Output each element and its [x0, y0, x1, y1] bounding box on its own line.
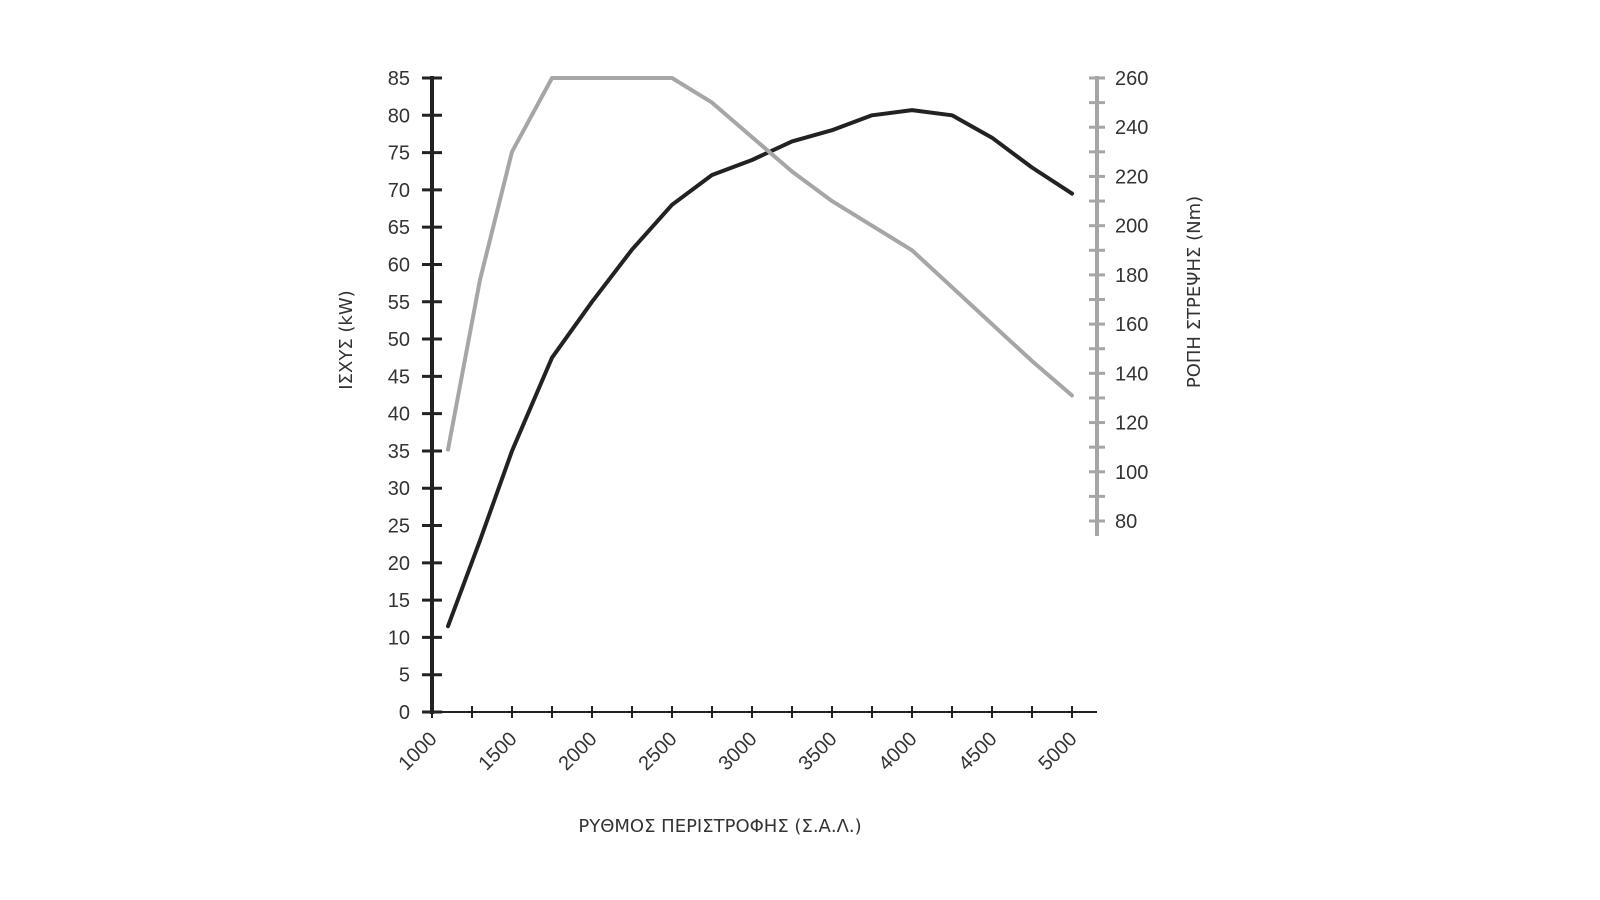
x-tick-label: 3000 [715, 728, 762, 775]
y-left-tick-label: 15 [388, 590, 410, 612]
y-right-tick-label: 240 [1115, 117, 1148, 139]
y-left-tick-label: 0 [399, 702, 410, 724]
y-left-tick-label: 80 [388, 105, 410, 127]
x-tick-label: 2500 [635, 728, 682, 775]
x-tick-label: 1500 [475, 728, 522, 775]
y-axis-right: 80 100 120 140 160 180 200 220 240 260 [1089, 68, 1148, 536]
torque-series-line [446, 76, 1074, 452]
x-axis-title: ΡΥΘΜΟΣ ΠΕΡΙΣΤΡΟΦΗΣ (Σ.Α.Λ.) [578, 816, 861, 837]
y-right-tick-label: 180 [1115, 265, 1148, 287]
y-left-tick-label: 10 [388, 627, 410, 649]
power-series-line [446, 108, 1074, 629]
y-left-tick-label: 35 [388, 441, 410, 463]
y-right-tick-label: 200 [1115, 216, 1148, 238]
x-tick-label: 4000 [875, 728, 922, 775]
x-tick-label: 3500 [795, 728, 842, 775]
y-left-tick-label: 55 [388, 292, 410, 314]
y-right-tick-label: 80 [1115, 511, 1137, 533]
y-left-tick-label: 65 [388, 217, 410, 239]
y-axis-left: 0 5 10 15 20 25 30 35 40 45 50 55 60 65 70 75 80 85 [388, 68, 442, 724]
y-right-tick-label: 120 [1115, 413, 1148, 435]
y-axis-right-title: ΡΟΠΗ ΣΤΡΕΨΗΣ (Nm) [1184, 196, 1205, 388]
y-right-tick-label: 100 [1115, 462, 1148, 484]
y-left-tick-label: 40 [388, 404, 410, 426]
x-tick-label: 4500 [955, 728, 1002, 775]
y-left-tick-label: 45 [388, 366, 410, 388]
y-right-tick-label: 260 [1115, 68, 1148, 90]
y-left-tick-label: 85 [388, 68, 410, 90]
y-left-tick-label: 30 [388, 478, 410, 500]
series-layer [446, 76, 1074, 629]
x-tick-label: 5000 [1035, 728, 1082, 775]
y-right-tick-label: 220 [1115, 166, 1148, 188]
y-left-tick-label: 70 [388, 180, 410, 202]
x-tick-label: 2000 [555, 728, 602, 775]
y-right-tick-label: 160 [1115, 314, 1148, 336]
x-tick-label: 1000 [395, 728, 442, 775]
y-right-tick-label: 140 [1115, 363, 1148, 385]
y-left-tick-label: 75 [388, 143, 410, 165]
y-left-tick-label: 50 [388, 329, 410, 351]
y-left-tick-label: 60 [388, 254, 410, 276]
y-left-tick-label: 20 [388, 553, 410, 575]
x-axis: 1000 1500 2000 2500 3000 3500 4000 4500 5000 [395, 706, 1097, 775]
y-left-tick-label: 25 [388, 516, 410, 538]
y-left-tick-label: 5 [399, 665, 410, 687]
y-axis-left-title: ΙΣΧΥΣ (kW) [336, 290, 357, 389]
